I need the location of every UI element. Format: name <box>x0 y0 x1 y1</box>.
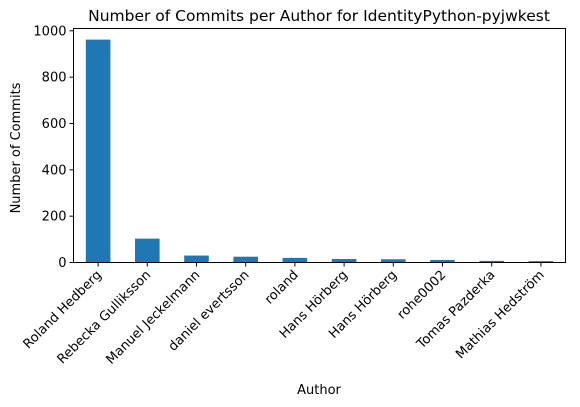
bar-1 <box>85 39 111 263</box>
y-tick-label-5: 1000 <box>33 24 66 39</box>
x-tick-label-10: Mathias Hedström <box>453 268 547 362</box>
x-tick-label-2: Rebecka Gulliksson <box>55 268 154 367</box>
x-axis-title: Author <box>297 383 341 398</box>
bar-4 <box>233 256 258 263</box>
bar-3 <box>184 255 209 263</box>
bar-10 <box>528 261 554 263</box>
y-axis-title: Number of Commits <box>9 82 24 213</box>
bar-6 <box>331 259 357 263</box>
bar-7 <box>381 259 406 263</box>
y-tick-label-2: 400 <box>42 163 67 178</box>
bar-2 <box>135 238 160 263</box>
y-tick-label-0: 0 <box>58 256 66 271</box>
y-tick-label-4: 800 <box>42 71 67 86</box>
bar-5 <box>282 257 308 263</box>
y-tick-label-1: 200 <box>42 210 67 225</box>
y-tick-label-3: 600 <box>42 117 67 132</box>
chart-title: Number of Commits per Author for Identit… <box>88 7 550 25</box>
x-tick-label-5: roland <box>262 268 302 308</box>
x-tick-label-3: Manuel Jeckelmann <box>104 268 204 368</box>
bar-8 <box>430 259 455 263</box>
plot-frame <box>73 28 566 263</box>
y-axis: 0 200 400 600 800 1000 <box>33 24 74 271</box>
bars <box>85 39 554 263</box>
bar-9 <box>479 260 504 263</box>
